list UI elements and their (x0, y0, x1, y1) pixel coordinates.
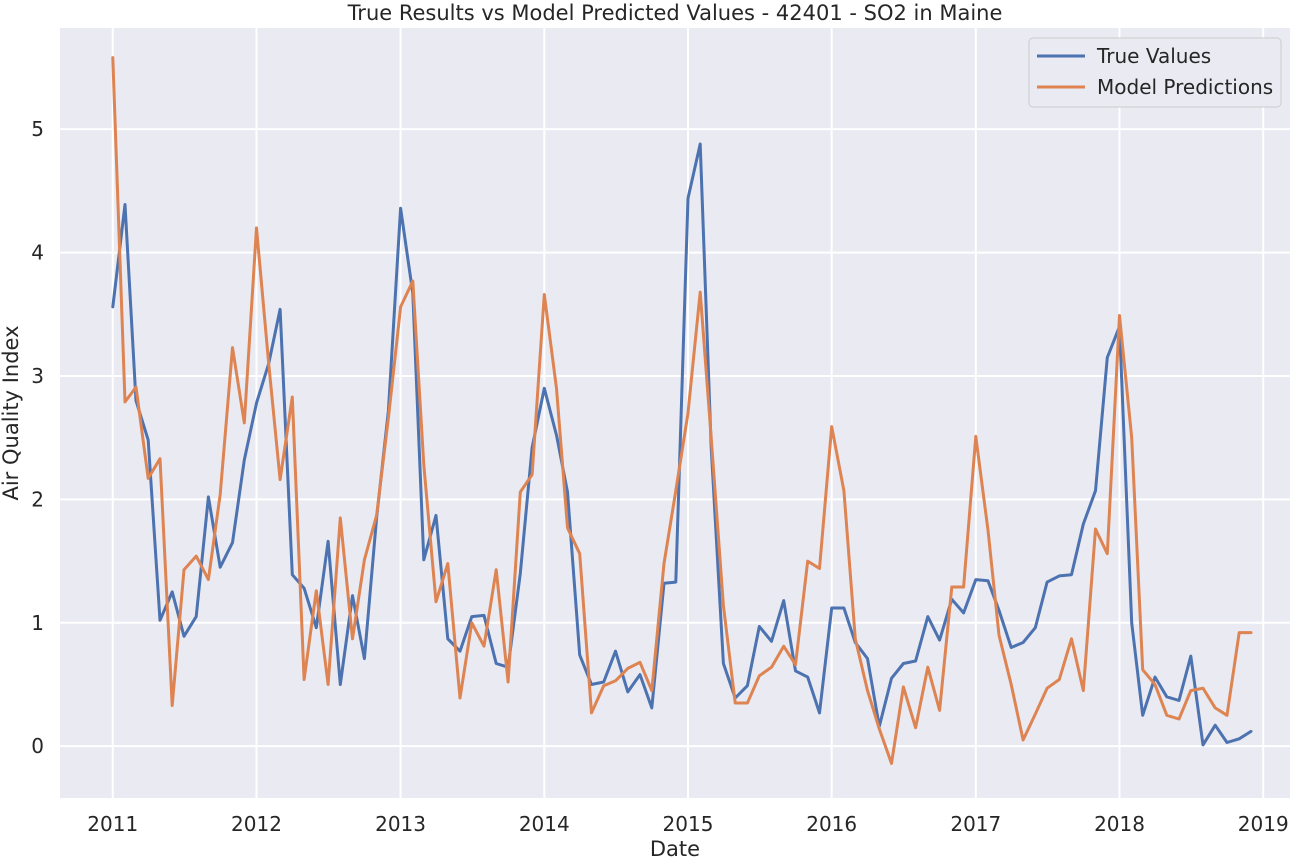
y-axis-label: Air Quality Index (0, 325, 23, 500)
y-tick-label: 1 (31, 611, 44, 635)
x-tick-label: 2019 (1238, 812, 1289, 836)
x-axis-label: Date (650, 837, 700, 861)
x-tick-label: 2015 (663, 812, 714, 836)
series-lines (111, 56, 1253, 765)
x-tick-label: 2016 (806, 812, 857, 836)
x-tick-labels: 2011 2012 2013 2014 2015 2016 2017 2018 2019 (87, 812, 1288, 836)
y-tick-label: 0 (31, 734, 44, 758)
y-tick-label: 4 (31, 241, 44, 265)
x-tick-label: 2014 (519, 812, 570, 836)
x-tick-label: 2017 (950, 812, 1001, 836)
y-tick-labels: 0 1 2 3 4 5 (31, 117, 44, 758)
x-tick-label: 2018 (1094, 812, 1145, 836)
y-tick-label: 3 (31, 364, 44, 388)
x-tick-label: 2011 (87, 812, 138, 836)
legend-label-true-values: True Values (1096, 44, 1211, 68)
y-tick-label: 2 (31, 487, 44, 511)
y-tick-label: 5 (31, 117, 44, 141)
series-line-true-values (111, 142, 1253, 747)
chart-title: True Results vs Model Predicted Values -… (347, 1, 1003, 25)
series-line-model-predictions (111, 56, 1253, 765)
legend-label-model-predictions: Model Predictions (1097, 75, 1273, 99)
x-tick-label: 2012 (231, 812, 282, 836)
x-tick-label: 2013 (375, 812, 426, 836)
grid-lines (60, 28, 1290, 798)
legend-box (1028, 37, 1282, 108)
legend: True Values Model Predictions (1028, 37, 1282, 108)
